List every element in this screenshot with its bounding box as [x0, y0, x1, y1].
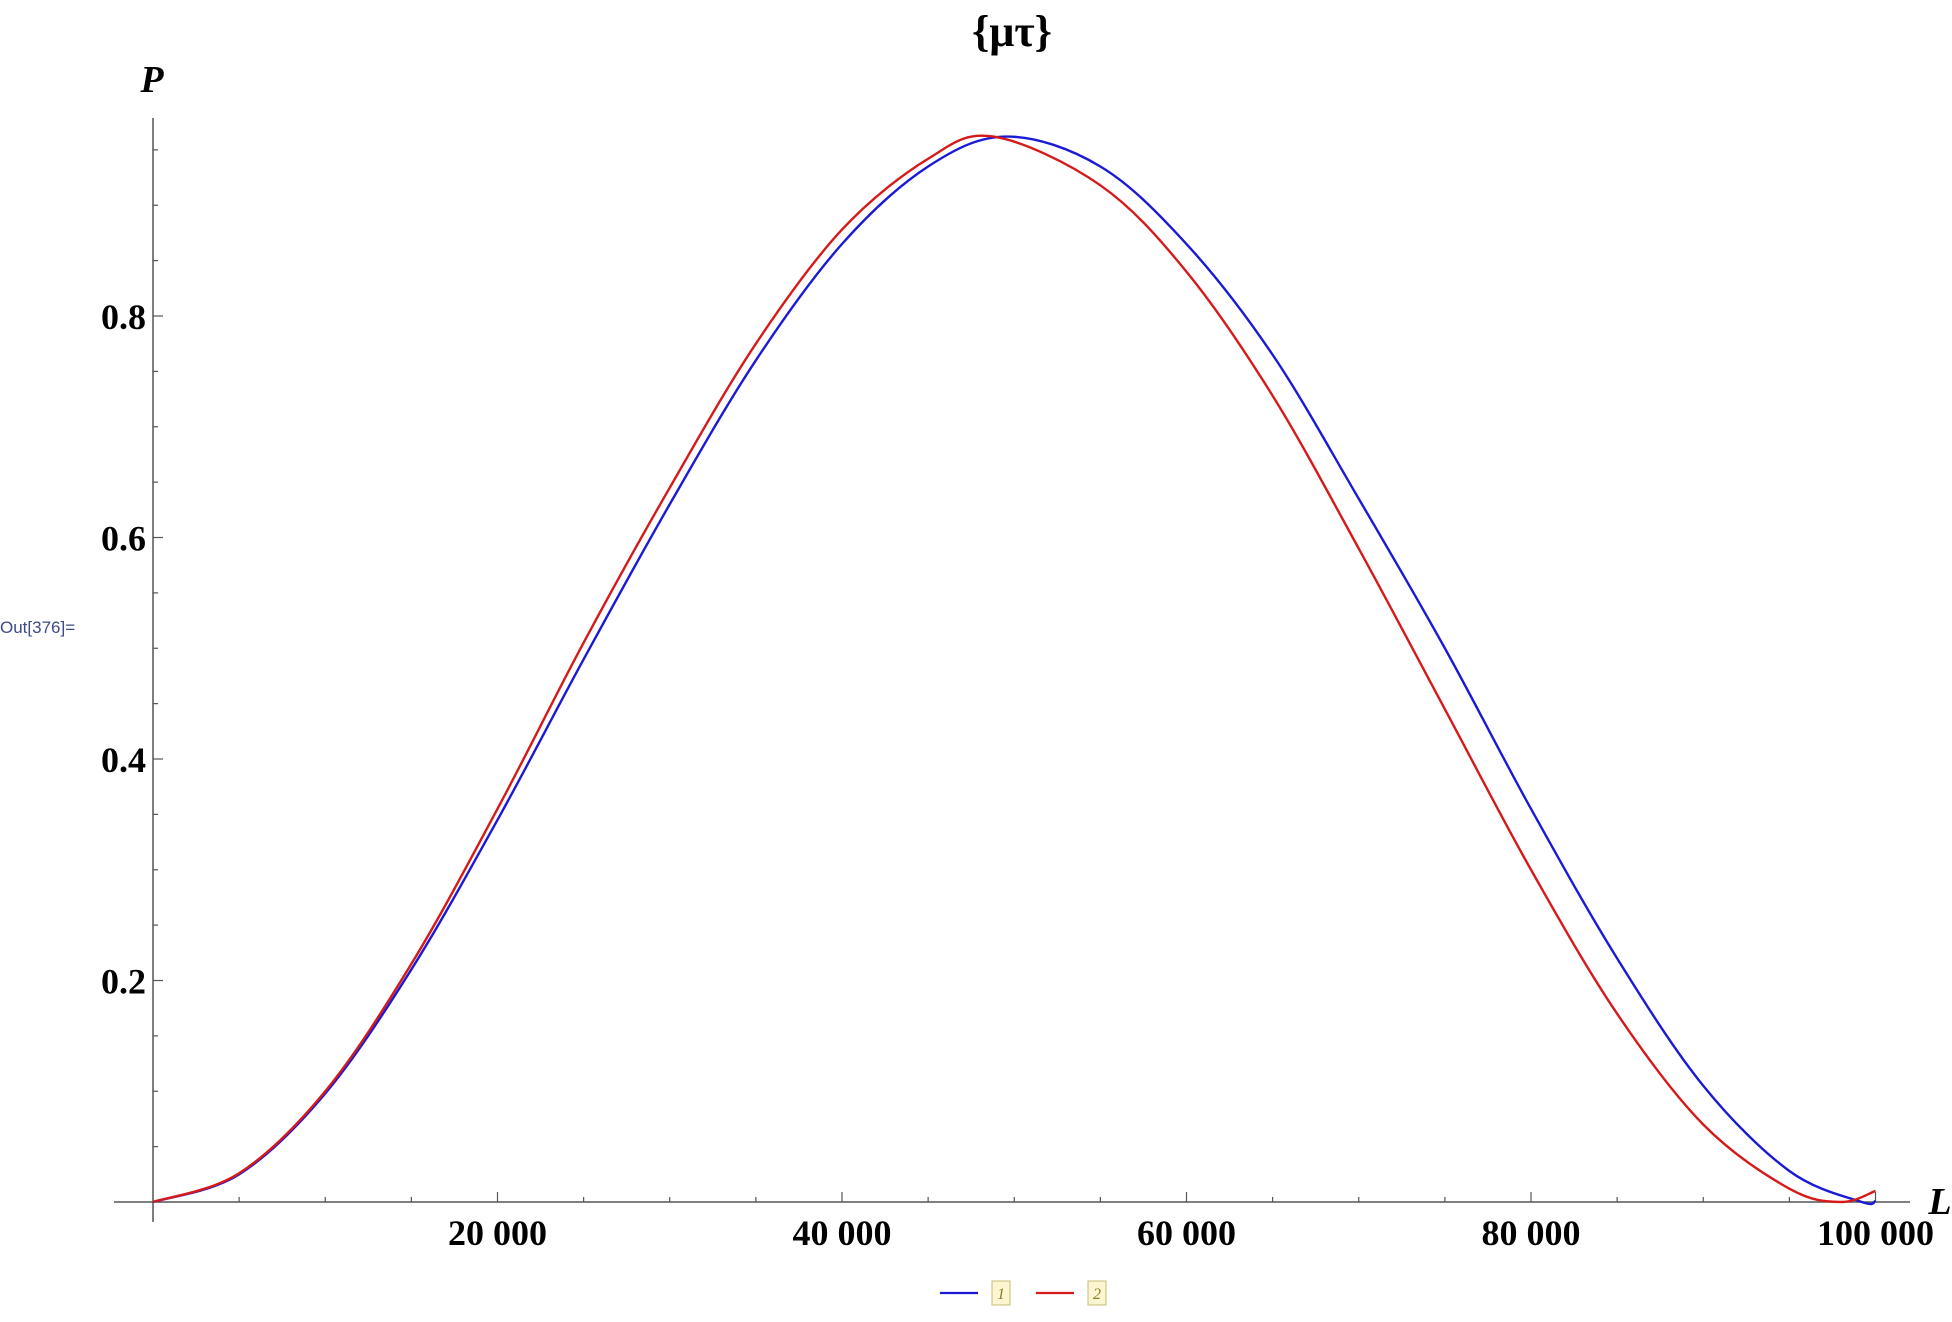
series-line-2 — [152, 134, 1876, 1204]
y-tick-label: 0.6 — [101, 519, 146, 559]
x-tick-label: 20 000 — [448, 1213, 547, 1253]
x-tick-label: 80 000 — [1482, 1213, 1581, 1253]
x-tick-label: 100 000 — [1817, 1213, 1934, 1253]
x-tick-label: 40 000 — [793, 1213, 892, 1253]
series-line-1 — [152, 135, 1876, 1206]
x-tick-label: 60 000 — [1137, 1213, 1236, 1253]
y-axis-label: P — [139, 59, 164, 101]
y-tick-label: 0.4 — [101, 740, 146, 780]
chart-title: {μτ} — [972, 7, 1052, 56]
legend-label-2: 2 — [1093, 1286, 1101, 1303]
legend-key-box — [1087, 1280, 1107, 1306]
legend-key-box — [991, 1280, 1011, 1306]
legend-label-1: 1 — [997, 1286, 1005, 1303]
y-tick-label: 0.8 — [101, 297, 146, 337]
cell-output-label: Out[376]= — [0, 618, 76, 637]
y-tick-label: 0.2 — [101, 962, 146, 1002]
x-axis-label: L — [1927, 1181, 1951, 1223]
